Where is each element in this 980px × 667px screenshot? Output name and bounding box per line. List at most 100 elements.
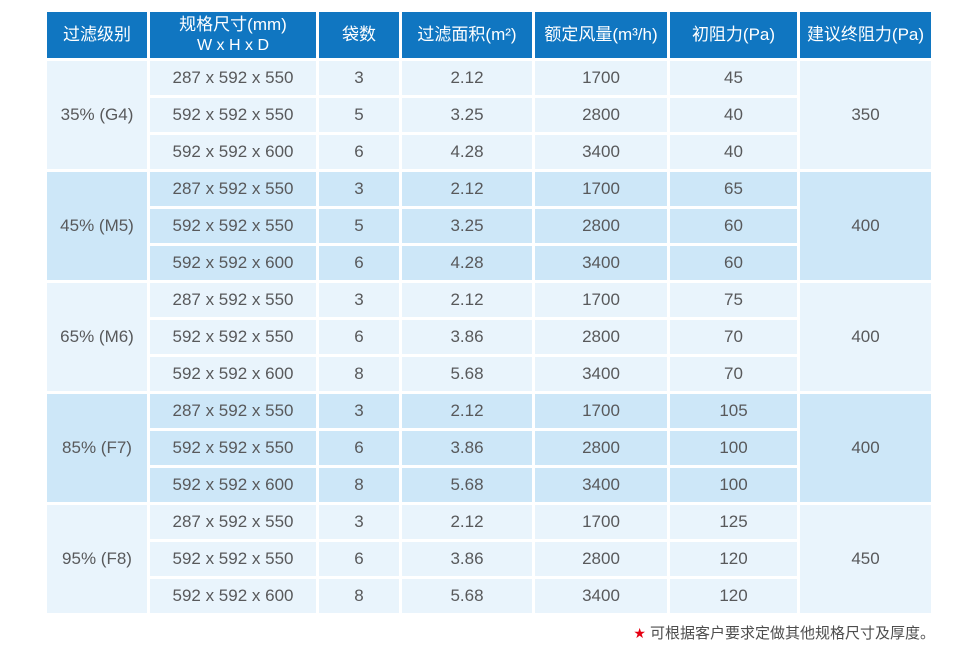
cell-initial-resistance: 100 [670, 431, 797, 465]
header-airflow-label: 额定风量(m³/h) [544, 24, 658, 44]
cell-airflow: 1700 [535, 61, 667, 95]
cell-airflow: 3400 [535, 246, 667, 280]
footnote: ★ 可根据客户要求定做其他规格尺寸及厚度。 [633, 622, 935, 643]
cell-area: 3.86 [402, 542, 532, 576]
table-row: 95% (F8) 287 x 592 x 550 3 2.12 1700 125 450 [47, 505, 931, 613]
cell-airflow: 2800 [535, 98, 667, 132]
cell-airflow: 1700 [535, 172, 667, 206]
cell-dimensions: 287 x 592 x 550 [150, 172, 316, 206]
table-row: 65% (M6) 287 x 592 x 550 3 2.12 1700 75 400 [47, 283, 931, 391]
header-dimensions-sublabel: W x H x D [197, 36, 269, 54]
cell-initial-resistance: 100 [670, 468, 797, 502]
cell-dimensions: 287 x 592 x 550 [150, 394, 316, 428]
cell-initial-resistance: 45 [670, 61, 797, 95]
header-grade: 过滤级别 [47, 12, 147, 58]
cell-initial-resistance: 75 [670, 283, 797, 317]
header-area-label: 过滤面积(m²) [417, 24, 517, 44]
cell-bags: 8 [319, 468, 399, 502]
cell-dimensions: 592 x 592 x 600 [150, 357, 316, 391]
cell-grade: 95% (F8) [47, 505, 147, 613]
cell-dimensions: 287 x 592 x 550 [150, 61, 316, 95]
cell-final-resistance: 350 [800, 61, 931, 169]
cell-dimensions: 592 x 592 x 550 [150, 98, 316, 132]
cell-initial-resistance: 60 [670, 209, 797, 243]
table-row: 592 x 592 x 550 6 3.86 2800 100 [47, 431, 931, 465]
header-initial-label: 初阻力(Pa) [691, 24, 776, 44]
cell-bags: 6 [319, 246, 399, 280]
table-row: 592 x 592 x 600 8 5.68 3400 100 [47, 468, 931, 502]
header-final-label: 建议终阻力(Pa) [806, 24, 925, 44]
header-bags: 袋数 [319, 12, 399, 58]
cell-bags: 3 [319, 61, 399, 95]
cell-area: 5.68 [402, 579, 532, 613]
cell-airflow: 3400 [535, 468, 667, 502]
table-row: 35% (G4) 287 x 592 x 550 3 2.12 1700 45 350 [47, 61, 931, 169]
cell-initial-resistance: 70 [670, 357, 797, 391]
cell-bags: 3 [319, 283, 399, 317]
cell-area: 3.25 [402, 98, 532, 132]
cell-bags: 6 [319, 542, 399, 576]
cell-bags: 5 [319, 98, 399, 132]
header-dimensions-label: 规格尺寸(mm) [179, 14, 287, 34]
table-row: 45% (M5) 287 x 592 x 550 3 2.12 1700 65 400 [47, 172, 931, 280]
header-initial: 初阻力(Pa) [670, 12, 797, 58]
cell-initial-resistance: 40 [670, 98, 797, 132]
cell-bags: 3 [319, 172, 399, 206]
cell-grade: 65% (M6) [47, 283, 147, 391]
cell-dimensions: 592 x 592 x 550 [150, 542, 316, 576]
star-icon: ★ [633, 625, 646, 641]
table-row: 85% (F7) 287 x 592 x 550 3 2.12 1700 105 400 [47, 394, 931, 502]
table-row: 592 x 592 x 600 8 5.68 3400 120 [47, 579, 931, 613]
cell-dimensions: 592 x 592 x 600 [150, 468, 316, 502]
cell-area: 4.28 [402, 135, 532, 169]
cell-grade: 45% (M5) [47, 172, 147, 280]
cell-airflow: 2800 [535, 209, 667, 243]
header-area: 过滤面积(m²) [402, 12, 532, 58]
header-final: 建议终阻力(Pa) [800, 12, 931, 58]
table-row: 592 x 592 x 600 6 4.28 3400 60 [47, 246, 931, 280]
header-bags-label: 袋数 [342, 24, 376, 44]
cell-bags: 3 [319, 394, 399, 428]
table-row: 592 x 592 x 550 6 3.86 2800 70 [47, 320, 931, 354]
cell-area: 3.25 [402, 209, 532, 243]
table-row: 592 x 592 x 550 5 3.25 2800 40 [47, 98, 931, 132]
cell-final-resistance: 400 [800, 283, 931, 391]
cell-area: 2.12 [402, 172, 532, 206]
cell-initial-resistance: 120 [670, 579, 797, 613]
cell-bags: 6 [319, 431, 399, 465]
cell-bags: 6 [319, 320, 399, 354]
header-row: 过滤级别 规格尺寸(mm) W x H x D 袋数 过滤面积(m²) 额定风量(m³/h… [47, 12, 931, 58]
cell-airflow: 3400 [535, 135, 667, 169]
table-row: 592 x 592 x 600 6 4.28 3400 40 [47, 135, 931, 169]
header-airflow: 额定风量(m³/h) [535, 12, 667, 58]
cell-airflow: 1700 [535, 283, 667, 317]
cell-initial-resistance: 105 [670, 394, 797, 428]
cell-dimensions: 287 x 592 x 550 [150, 283, 316, 317]
cell-airflow: 2800 [535, 542, 667, 576]
cell-initial-resistance: 120 [670, 542, 797, 576]
cell-bags: 3 [319, 505, 399, 539]
cell-dimensions: 592 x 592 x 550 [150, 320, 316, 354]
cell-airflow: 2800 [535, 320, 667, 354]
cell-airflow: 2800 [535, 431, 667, 465]
cell-final-resistance: 400 [800, 394, 931, 502]
cell-area: 3.86 [402, 431, 532, 465]
cell-area: 5.68 [402, 357, 532, 391]
cell-dimensions: 592 x 592 x 550 [150, 431, 316, 465]
cell-area: 2.12 [402, 505, 532, 539]
footnote-text: 可根据客户要求定做其他规格尺寸及厚度。 [649, 625, 935, 642]
cell-airflow: 3400 [535, 579, 667, 613]
cell-airflow: 1700 [535, 394, 667, 428]
cell-final-resistance: 450 [800, 505, 931, 613]
cell-initial-resistance: 40 [670, 135, 797, 169]
table-row: 592 x 592 x 600 8 5.68 3400 70 [47, 357, 931, 391]
cell-area: 2.12 [402, 283, 532, 317]
table-body: 35% (G4) 287 x 592 x 550 3 2.12 1700 45 350 592… [47, 61, 931, 613]
cell-initial-resistance: 60 [670, 246, 797, 280]
cell-bags: 8 [319, 579, 399, 613]
cell-final-resistance: 400 [800, 172, 931, 280]
cell-initial-resistance: 70 [670, 320, 797, 354]
cell-initial-resistance: 65 [670, 172, 797, 206]
cell-dimensions: 287 x 592 x 550 [150, 505, 316, 539]
